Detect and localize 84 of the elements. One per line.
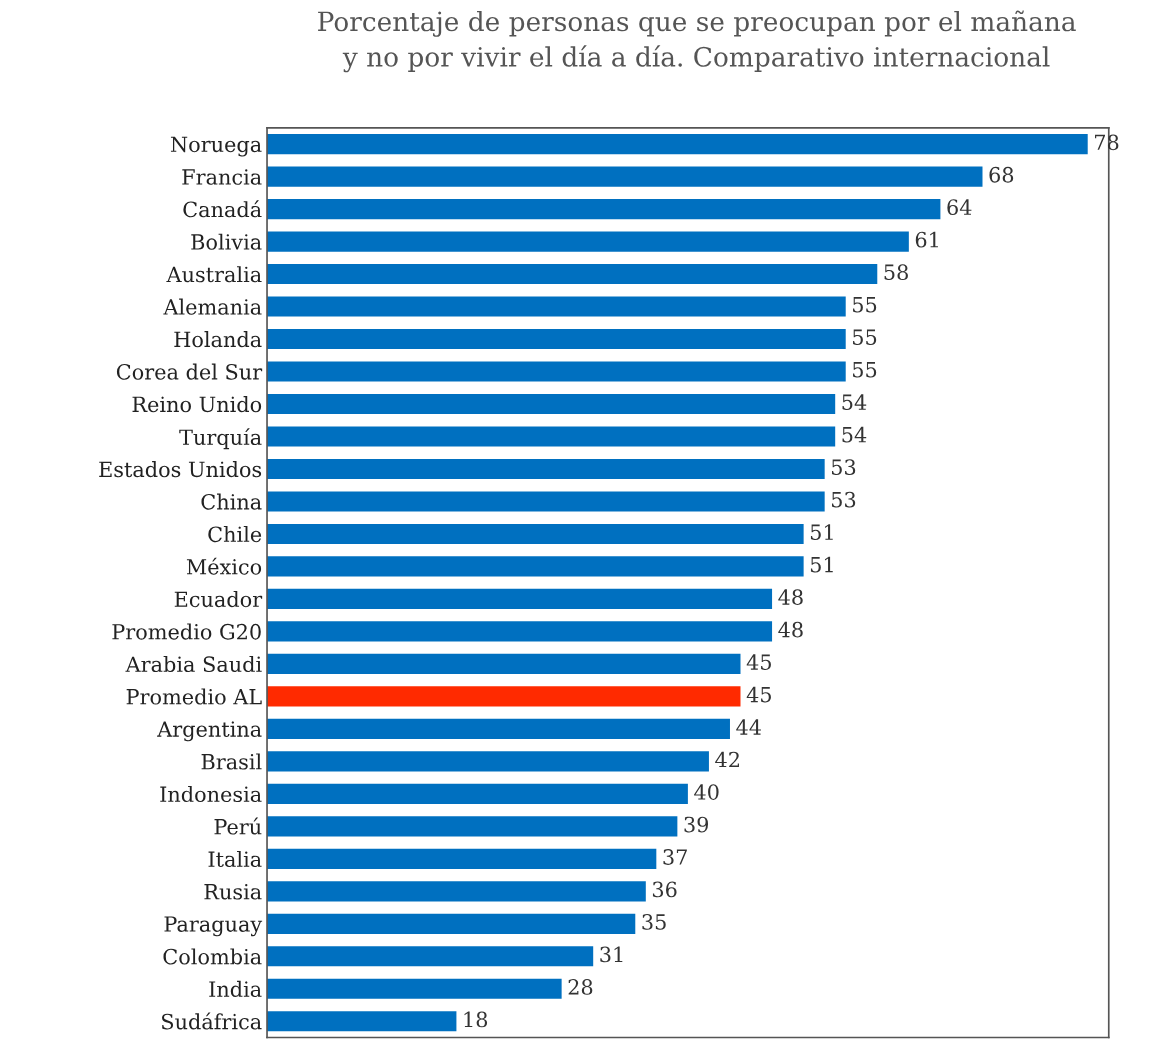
data-label: 68: [989, 166, 1014, 183]
y-tick-label: Holanda: [174, 331, 262, 348]
data-label: 18: [464, 1011, 488, 1028]
data-label: 54: [842, 426, 867, 443]
y-tick-label: Indonesia: [160, 785, 262, 803]
bar: [267, 426, 836, 447]
y-tick-label: Colombia: [163, 948, 262, 965]
bar: [267, 328, 846, 350]
bar: [267, 718, 730, 739]
y-tick-label: Corea del Sur: [116, 363, 263, 380]
bar: [267, 491, 825, 512]
y-tick-label: Ecuador: [174, 591, 263, 608]
bar: [267, 166, 983, 187]
y-tick-label: Francia: [182, 169, 262, 185]
bar: [267, 653, 741, 674]
data-label: 51: [810, 524, 833, 540]
bar: [267, 556, 804, 577]
bar: [267, 458, 825, 480]
bar: [267, 783, 688, 804]
data-label: 51: [810, 556, 833, 573]
bar: [267, 134, 1088, 155]
data-label: 40: [694, 784, 719, 800]
data-label: 55: [853, 362, 877, 378]
data-label: 64: [947, 199, 972, 216]
bar: [267, 523, 804, 545]
bar: [267, 848, 657, 869]
data-label: 42: [715, 751, 739, 768]
data-label: 45: [746, 654, 771, 670]
bar: [267, 881, 646, 902]
data-label: 48: [778, 589, 803, 605]
data-label: 31: [600, 946, 623, 963]
y-tick-label: Paraguay: [164, 916, 263, 937]
data-label: 61: [915, 231, 938, 248]
y-tick-label: Arabia Saudi: [125, 655, 262, 673]
y-tick-label: Alemania: [163, 298, 262, 315]
y-tick-label: Argentina: [157, 721, 262, 742]
y-tick-label: Sudáfrica: [162, 1012, 262, 1030]
data-label: 45: [746, 686, 771, 703]
bar: [267, 686, 741, 707]
data-label: 35: [642, 914, 666, 930]
chart-title: Porcentaje de personas que se preocupan por el mañana y no por vivir el día a día. Comparativo internacional: [318, 10, 1076, 73]
y-tick-label: Italia: [208, 850, 262, 868]
y-tick-label: Promedio G20: [112, 623, 261, 640]
data-label: 28: [568, 979, 593, 995]
y-tick-label: Turquía: [179, 428, 262, 450]
y-tick-label: Reino Unido: [132, 396, 262, 413]
data-label: 39: [684, 816, 709, 833]
y-tick-label: Brasil: [201, 753, 262, 770]
bar: [267, 231, 909, 252]
y-tick-label: Promedio AL: [126, 688, 262, 705]
y-tick-label: Chile: [208, 526, 262, 543]
y-tick-label: Noruega: [170, 136, 262, 157]
y-tick-label: Bolivia: [191, 233, 262, 250]
bar: [267, 816, 678, 837]
data-label: 36: [652, 881, 677, 898]
y-tick-label: India: [209, 980, 262, 997]
bar: [267, 913, 636, 934]
bar: [267, 588, 773, 609]
y-tick-label: Rusia: [204, 883, 262, 900]
data-label: 44: [736, 719, 761, 735]
data-label: 37: [663, 849, 687, 865]
data-label: 53: [832, 491, 856, 508]
bar: [267, 1011, 457, 1032]
data-label: 55: [853, 329, 877, 346]
y-tick-label: Estados Unidos: [99, 461, 262, 478]
y-tick-label: China: [201, 493, 262, 510]
y-tick-label: México: [186, 557, 262, 575]
bar: [267, 296, 846, 317]
bar: [267, 946, 594, 967]
data-label: 55: [853, 297, 877, 313]
data-label: 53: [832, 459, 856, 476]
data-label: 48: [778, 621, 803, 638]
bar: [267, 361, 846, 382]
bar: [267, 751, 709, 772]
y-tick-label: Australia: [166, 266, 262, 283]
bar: [267, 621, 773, 642]
y-tick-label: Canadá: [183, 200, 262, 218]
bar: [267, 263, 878, 285]
data-label: 54: [842, 394, 867, 411]
bar: [267, 393, 836, 415]
bar: [267, 199, 941, 220]
data-label: 58: [884, 264, 908, 281]
y-tick-label: Perú: [214, 817, 262, 835]
bar: [267, 978, 562, 999]
